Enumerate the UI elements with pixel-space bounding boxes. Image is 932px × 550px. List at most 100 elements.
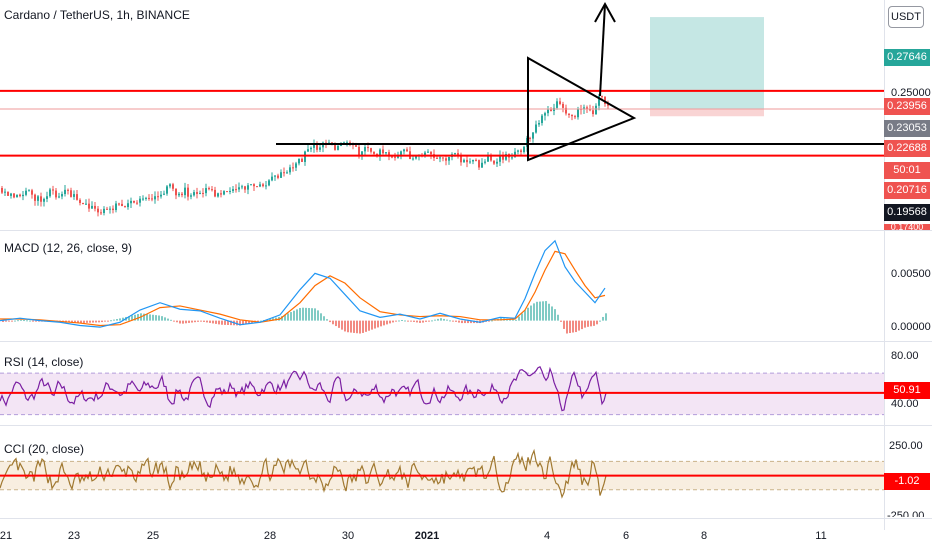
- macd-histogram-bar: [440, 318, 442, 321]
- macd-histogram-bar: [104, 320, 106, 322]
- candle-body: [364, 147, 366, 152]
- macd-histogram-bar: [488, 320, 490, 322]
- indicator-panes: [0, 239, 884, 499]
- candle-body: [133, 200, 135, 203]
- macd-tick: 0.00500: [891, 268, 931, 280]
- macd-histogram-bar: [269, 318, 271, 321]
- macd-histogram-bar: [386, 320, 388, 325]
- candle-body: [532, 132, 534, 139]
- candle-body: [139, 198, 141, 203]
- candle-body: [235, 189, 237, 191]
- macd-histogram-bar: [599, 320, 601, 322]
- macd-histogram-bar: [569, 320, 571, 334]
- price-candles: [1, 94, 609, 217]
- candle-body: [547, 109, 549, 114]
- macd-histogram-bar: [362, 320, 364, 333]
- candle-body: [130, 200, 132, 204]
- rsi-tick: 40.00: [891, 398, 919, 410]
- macd-histogram-bar: [83, 320, 85, 323]
- macd-line: [0, 239, 606, 328]
- macd-histogram-bar: [131, 315, 133, 321]
- macd-histogram-bar: [8, 320, 10, 322]
- candle-body: [193, 192, 195, 196]
- countdown-badge: 50:01: [884, 162, 930, 179]
- macd-histogram-bar: [302, 307, 304, 321]
- macd-signal-line: [0, 250, 606, 327]
- macd-histogram-bar: [218, 320, 220, 325]
- currency-unit-button[interactable]: USDT: [888, 6, 924, 28]
- candle-body: [217, 193, 219, 197]
- cci-tick: 250.00: [889, 440, 923, 452]
- cut-price-badge: 0.17400: [884, 224, 930, 230]
- candle-body: [196, 192, 198, 194]
- macd-histogram-bar: [119, 318, 121, 321]
- take-profit-zone: [650, 17, 764, 109]
- macd-histogram-bar: [272, 318, 274, 321]
- macd-histogram-bar: [185, 320, 187, 324]
- candle-body: [250, 184, 252, 186]
- candle-body: [313, 143, 315, 148]
- candle-body: [211, 189, 213, 191]
- current-price-badge: 0.23053: [884, 120, 930, 137]
- macd-histogram-bar: [392, 320, 394, 323]
- macd-histogram-bar: [215, 320, 217, 324]
- candle-body: [115, 203, 117, 211]
- candle-body: [334, 144, 336, 150]
- candle-body: [307, 149, 309, 152]
- candle-body: [298, 158, 300, 164]
- macd-histogram-bar: [116, 319, 118, 321]
- macd-histogram-bar: [359, 320, 361, 334]
- candle-body: [424, 152, 426, 156]
- candle-body: [598, 96, 600, 106]
- candle-body: [406, 149, 408, 152]
- macd-histogram-bar: [587, 320, 589, 327]
- candle-body: [301, 158, 303, 162]
- candle-body: [46, 196, 48, 199]
- x-axis-tick: 21: [0, 530, 13, 542]
- macd-histogram-bar: [446, 319, 448, 321]
- candle-body: [361, 151, 363, 156]
- candle-body: [67, 189, 69, 191]
- candle-body: [370, 148, 372, 152]
- macd-histogram-bar: [176, 320, 178, 323]
- macd-histogram-bar: [539, 301, 541, 321]
- macd-histogram-bar: [407, 320, 409, 322]
- macd-histogram-bar: [107, 320, 109, 322]
- candle-body: [592, 110, 594, 115]
- candle-body: [343, 142, 345, 144]
- macd-histogram-bar: [146, 314, 148, 321]
- trend-drawings[interactable]: [276, 1, 884, 162]
- candle-body: [28, 190, 30, 192]
- macd-histogram-bar: [605, 313, 607, 321]
- macd-histogram-bar: [512, 319, 514, 321]
- candle-body: [277, 175, 279, 178]
- candle-body: [31, 190, 33, 195]
- macd-histogram-bar: [521, 313, 523, 321]
- candle-body: [238, 187, 240, 190]
- macd-histogram-bar: [326, 319, 328, 321]
- candle-body: [571, 114, 573, 117]
- macd-histogram-bar: [260, 320, 262, 322]
- macd-histogram-bar: [413, 320, 415, 322]
- macd-histogram-bar: [542, 301, 544, 321]
- candle-body: [316, 143, 318, 150]
- candle-body: [415, 155, 417, 159]
- candle-body: [358, 146, 360, 156]
- candle-body: [43, 198, 45, 202]
- candle-body: [127, 203, 129, 208]
- candle-body: [109, 208, 111, 210]
- macd-histogram-bar: [338, 320, 340, 328]
- macd-histogram-bar: [422, 320, 424, 323]
- candle-body: [283, 172, 285, 174]
- candle-body: [169, 184, 171, 187]
- macd-histogram-bar: [368, 320, 370, 331]
- candle-body: [88, 203, 90, 209]
- candle-body: [280, 172, 282, 178]
- candle-body: [19, 194, 21, 197]
- macd-histogram-bar: [65, 320, 67, 322]
- macd-histogram-bar: [296, 309, 298, 321]
- macd-histogram-bar: [161, 316, 163, 321]
- candle-body: [16, 194, 18, 198]
- candle-body: [586, 107, 588, 109]
